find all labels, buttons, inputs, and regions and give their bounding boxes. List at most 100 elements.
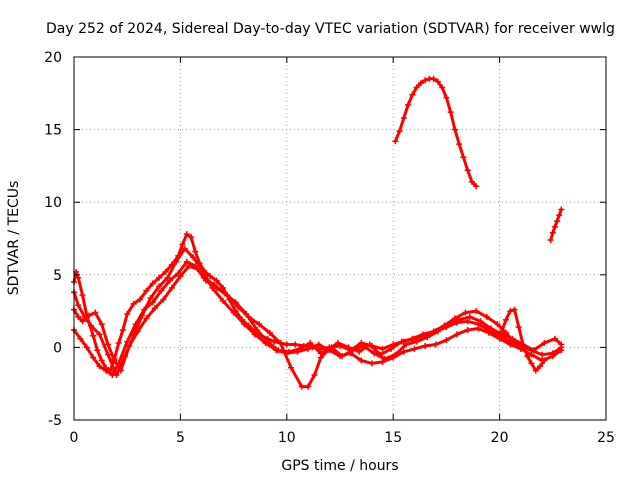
data-point: [251, 331, 258, 338]
data-point: [288, 364, 295, 371]
data-point: [134, 328, 141, 335]
series-track-6: [547, 206, 565, 243]
data-point: [502, 329, 509, 336]
y-axis-label: SDTVAR / TECUs: [6, 181, 22, 296]
data-point: [379, 345, 386, 352]
data-point: [502, 316, 509, 323]
x-tick-label: 0: [70, 430, 79, 446]
data-point: [517, 345, 524, 352]
data-point: [392, 351, 399, 358]
series-track-2: [71, 245, 565, 378]
tick-layer: 0 5 10 15 20 25 -5 0 5 10 15 20: [44, 50, 615, 446]
data-point: [117, 367, 124, 374]
data-point: [496, 335, 503, 342]
data-point: [439, 84, 446, 91]
data-point: [417, 80, 424, 87]
data-point: [213, 284, 220, 291]
grid-layer: [74, 57, 606, 420]
data-point: [230, 309, 237, 316]
data-point: [520, 341, 527, 348]
x-tick-label: 20: [491, 430, 509, 446]
data-point: [326, 345, 333, 352]
data-point: [177, 273, 184, 280]
data-point: [556, 212, 563, 219]
data-point: [126, 342, 133, 349]
data-point: [368, 360, 375, 367]
data-point: [149, 280, 156, 287]
data-point: [398, 338, 405, 345]
data-point: [147, 295, 154, 302]
data-point: [443, 94, 450, 101]
data-point: [213, 277, 220, 284]
data-point: [400, 348, 407, 355]
data-point: [388, 345, 395, 352]
data-point: [188, 234, 195, 241]
data-point: [460, 154, 467, 161]
data-point: [334, 340, 341, 347]
data-point: [358, 357, 365, 364]
series-track-3: [71, 258, 565, 378]
data-point: [224, 292, 231, 299]
data-point: [264, 338, 271, 345]
data-point: [371, 350, 378, 357]
data-point: [124, 311, 131, 318]
data-point: [143, 315, 150, 322]
data-point: [356, 348, 363, 355]
data-point: [381, 356, 388, 363]
data-point: [432, 341, 439, 348]
data-point: [149, 299, 156, 306]
data-point: [311, 371, 318, 378]
data-point: [136, 296, 143, 303]
data-point: [485, 329, 492, 336]
data-point: [377, 351, 384, 358]
x-tick-label: 25: [597, 430, 615, 446]
data-point: [234, 303, 241, 310]
data-point: [130, 300, 137, 307]
data-point: [111, 357, 118, 364]
data-point: [558, 206, 565, 213]
data-point: [541, 340, 548, 347]
data-point: [181, 245, 188, 252]
data-point: [339, 353, 346, 360]
data-point: [79, 292, 86, 299]
data-point: [271, 338, 278, 345]
data-point: [241, 321, 248, 328]
data-point: [447, 109, 454, 116]
data-point: [88, 322, 95, 329]
data-point: [317, 354, 324, 361]
data-point: [305, 383, 312, 390]
data-point: [132, 321, 139, 328]
data-point: [156, 274, 163, 281]
data-point: [190, 254, 197, 261]
data-point: [98, 357, 105, 364]
data-point: [532, 367, 539, 374]
data-point: [192, 248, 199, 255]
data-point: [528, 351, 535, 358]
data-point: [173, 258, 180, 265]
data-point: [413, 338, 420, 345]
data-point: [537, 363, 544, 370]
data-point: [551, 223, 558, 230]
data-point: [143, 287, 150, 294]
data-point: [75, 302, 82, 309]
data-point: [443, 337, 450, 344]
data-point: [507, 341, 514, 348]
data-point: [162, 268, 169, 275]
series-line: [393, 77, 478, 188]
data-point: [554, 218, 561, 225]
data-point: [511, 340, 518, 347]
data-point: [83, 344, 90, 351]
data-point: [305, 345, 312, 352]
data-point: [413, 84, 420, 91]
data-point: [430, 328, 437, 335]
data-point: [468, 178, 475, 185]
data-point: [507, 308, 514, 315]
data-point: [392, 138, 399, 145]
chart-title: Day 252 of 2024, Sidereal Day-to-day VTE…: [46, 21, 615, 37]
x-axis-label: GPS time / hours: [281, 458, 398, 474]
data-point: [430, 75, 437, 82]
data-point: [207, 273, 214, 280]
series-line: [72, 247, 563, 377]
